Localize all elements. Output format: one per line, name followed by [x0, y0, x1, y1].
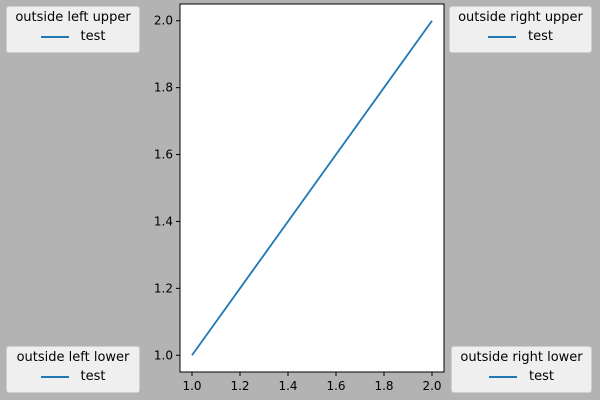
y-tick-label: 1.4 [154, 214, 173, 228]
legend-outside-right-lower: outside right lower test [451, 346, 592, 393]
series-line-test [191, 20, 433, 356]
y-tick-label: 2.0 [154, 14, 173, 28]
legend-title: outside left upper [15, 10, 131, 25]
legend-line-swatch [488, 35, 517, 38]
y-tick-label: 1.2 [154, 281, 173, 295]
x-tick-label: 1.8 [374, 379, 393, 393]
x-tick-label: 1.6 [326, 379, 345, 393]
x-tick-label: 1.0 [182, 379, 201, 393]
legend-outside-right-upper: outside right upper test [449, 6, 592, 53]
y-tick-label: 1.6 [154, 148, 173, 162]
legend-line-swatch [40, 35, 69, 38]
legend-entry: test [452, 369, 591, 384]
legend-entry: test [450, 29, 591, 44]
y-axis: 1.0 1.2 1.4 1.6 1.8 2.0 [154, 14, 180, 362]
legend-title: outside right lower [460, 350, 583, 365]
legend-line-swatch [40, 375, 69, 378]
legend-entry: test [7, 369, 139, 384]
legend-entry-label: test [528, 29, 553, 44]
legend-outside-left-lower: outside left lower test [6, 346, 140, 393]
x-axis: 1.0 1.2 1.4 1.6 1.8 2.0 [182, 372, 442, 393]
legend-title: outside right upper [458, 10, 583, 25]
legend-outside-left-upper: outside left upper test [6, 6, 140, 53]
legend-title: outside left lower [16, 350, 130, 365]
series-layer [191, 20, 433, 356]
legend-entry: test [7, 29, 139, 44]
x-tick-label: 2.0 [422, 379, 441, 393]
y-tick-label: 1.8 [154, 81, 173, 95]
legend-line-swatch [489, 375, 518, 378]
legend-entry-label: test [529, 369, 554, 384]
x-tick-label: 1.2 [230, 379, 249, 393]
legend-entry-label: test [80, 369, 106, 384]
y-tick-label: 1.0 [154, 348, 173, 362]
legend-entry-label: test [80, 29, 106, 44]
x-tick-label: 1.4 [278, 379, 297, 393]
